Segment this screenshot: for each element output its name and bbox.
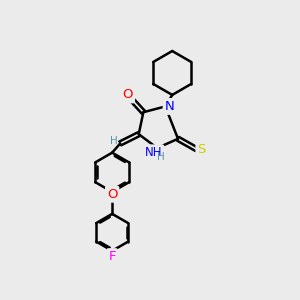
Text: H: H [110, 136, 118, 146]
Text: F: F [108, 250, 116, 263]
Text: O: O [123, 88, 133, 101]
Text: H: H [158, 152, 165, 162]
Text: O: O [107, 188, 117, 201]
Text: N: N [165, 100, 174, 113]
Text: NH: NH [145, 146, 163, 159]
Text: S: S [197, 143, 206, 156]
